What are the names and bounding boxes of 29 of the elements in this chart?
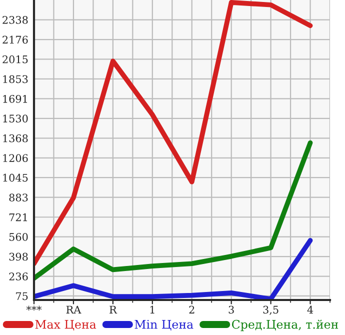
x-tick-label: 3 <box>228 306 234 314</box>
line-series <box>34 0 313 266</box>
x-tick-label: 3,5 <box>263 306 278 315</box>
line-series <box>34 238 313 300</box>
x-tick-label: 1 <box>150 306 154 314</box>
y-tick-label: 721 <box>9 213 27 222</box>
legend-label: Сред.Цена, т.йен <box>232 320 338 332</box>
x-tick-label: RA <box>66 306 82 314</box>
x-tick-label: R <box>110 306 118 314</box>
y-tick-label: 2338 <box>2 16 28 24</box>
y-tick-label: 1368 <box>3 134 28 142</box>
y-tick-label: 75 <box>16 292 28 300</box>
y-tick-label: 398 <box>9 252 28 261</box>
y-tick-label: 1853 <box>3 75 28 84</box>
y-tick-label: 236 <box>9 272 28 280</box>
x-tick-label: 2 <box>189 306 194 314</box>
y-tick-label: 1206 <box>3 154 28 162</box>
y-tick-label: 560 <box>9 233 28 241</box>
y-tick-label: 1691 <box>3 94 27 103</box>
y-tick-label: 883 <box>9 194 28 202</box>
y-tick-label: 1045 <box>3 174 28 182</box>
legend-label: Max Цена <box>35 320 96 330</box>
line-series <box>34 140 313 281</box>
y-tick-label: 2015 <box>2 55 28 64</box>
x-tick-label: 4 <box>307 306 314 314</box>
y-tick-label: 2176 <box>2 36 28 44</box>
legend-label: Min Цена <box>134 320 194 330</box>
x-tick-label: *** <box>26 306 42 310</box>
y-tick-label: 1530 <box>3 114 28 122</box>
